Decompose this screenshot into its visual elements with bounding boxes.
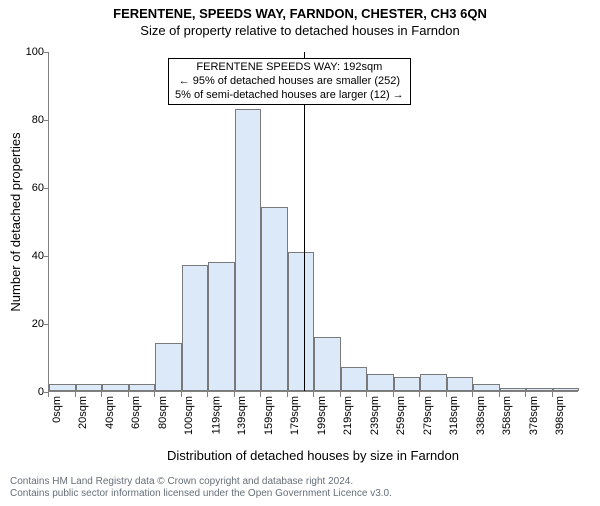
histogram-bar — [314, 337, 341, 391]
histogram-bar — [420, 374, 447, 391]
y-tick-mark — [44, 324, 49, 325]
y-tick-mark — [44, 52, 49, 53]
x-tick-label: 159sqm — [263, 396, 275, 435]
x-tick-mark — [340, 392, 341, 397]
x-tick-label: 80sqm — [157, 396, 169, 429]
histogram-bar — [155, 343, 182, 391]
chart-title-sub: Size of property relative to detached ho… — [0, 23, 600, 38]
x-tick-mark — [366, 392, 367, 397]
x-tick-label: 259sqm — [396, 396, 408, 435]
y-tick-mark — [44, 188, 49, 189]
annotation-line3: 5% of semi-detached houses are larger (1… — [175, 89, 404, 103]
annotation-box: FERENTENE SPEEDS WAY: 192sqm ← 95% of de… — [168, 58, 411, 105]
x-tick-label: 318sqm — [449, 396, 461, 435]
footer-line1: Contains HM Land Registry data © Crown c… — [10, 476, 392, 488]
x-tick-label: 199sqm — [316, 396, 328, 435]
histogram-bar — [208, 262, 235, 391]
y-tick-label: 60 — [32, 182, 44, 194]
x-tick-mark — [101, 392, 102, 397]
annotation-line2: ← 95% of detached houses are smaller (25… — [175, 75, 404, 89]
histogram-bar — [261, 207, 288, 391]
x-tick-mark — [207, 392, 208, 397]
x-tick-label: 20sqm — [78, 396, 90, 429]
histogram-bar — [367, 374, 394, 391]
histogram-bar — [76, 384, 103, 391]
x-tick-label: 100sqm — [184, 396, 196, 435]
x-tick-label: 0sqm — [51, 396, 63, 423]
x-tick-mark — [287, 392, 288, 397]
x-tick-mark — [525, 392, 526, 397]
x-tick-mark — [552, 392, 553, 397]
histogram-bar — [49, 384, 76, 391]
x-tick-mark — [260, 392, 261, 397]
x-tick-label: 239sqm — [369, 396, 381, 435]
x-tick-label: 139sqm — [237, 396, 249, 435]
x-tick-mark — [419, 392, 420, 397]
x-tick-label: 378sqm — [528, 396, 540, 435]
x-tick-label: 60sqm — [131, 396, 143, 429]
histogram-bar — [288, 252, 315, 391]
histogram-bar — [182, 265, 209, 391]
histogram-bar — [553, 388, 580, 391]
histogram-bar — [235, 109, 262, 391]
x-tick-label: 119sqm — [210, 396, 222, 434]
x-tick-mark — [128, 392, 129, 397]
y-tick-label: 80 — [32, 114, 44, 126]
x-axis-label: Distribution of detached houses by size … — [48, 448, 578, 463]
x-tick-mark — [154, 392, 155, 397]
y-tick-mark — [44, 256, 49, 257]
x-tick-label: 40sqm — [104, 396, 116, 429]
x-tick-mark — [313, 392, 314, 397]
annotation-line1: FERENTENE SPEEDS WAY: 192sqm — [175, 61, 404, 75]
x-tick-label: 279sqm — [422, 396, 434, 435]
x-tick-mark — [234, 392, 235, 397]
histogram-bar — [341, 367, 368, 391]
y-axis-label: Number of detached properties — [8, 132, 23, 311]
x-tick-label: 219sqm — [343, 396, 355, 435]
x-tick-label: 179sqm — [290, 396, 302, 435]
x-tick-mark — [393, 392, 394, 397]
histogram-bar — [447, 377, 474, 391]
histogram-bar — [394, 377, 421, 391]
x-tick-mark — [446, 392, 447, 397]
x-tick-mark — [75, 392, 76, 397]
chart-title-main: FERENTENE, SPEEDS WAY, FARNDON, CHESTER,… — [0, 6, 600, 21]
footer-attribution: Contains HM Land Registry data © Crown c… — [10, 476, 392, 500]
histogram-bar — [129, 384, 156, 391]
x-tick-mark — [499, 392, 500, 397]
y-tick-label: 0 — [38, 386, 44, 398]
x-tick-mark — [48, 392, 49, 397]
x-tick-label: 398sqm — [555, 396, 567, 435]
y-tick-label: 40 — [32, 250, 44, 262]
chart-container: Number of detached properties Distributi… — [48, 52, 578, 422]
x-tick-mark — [181, 392, 182, 397]
y-tick-mark — [44, 120, 49, 121]
histogram-bar — [473, 384, 500, 391]
x-tick-label: 338sqm — [475, 396, 487, 435]
y-tick-label: 20 — [32, 318, 44, 330]
x-tick-label: 358sqm — [502, 396, 514, 435]
y-tick-label: 100 — [26, 46, 44, 58]
footer-line2: Contains public sector information licen… — [10, 488, 392, 500]
x-tick-mark — [472, 392, 473, 397]
histogram-bar — [526, 388, 553, 391]
histogram-bar — [500, 388, 527, 391]
histogram-bar — [102, 384, 129, 391]
